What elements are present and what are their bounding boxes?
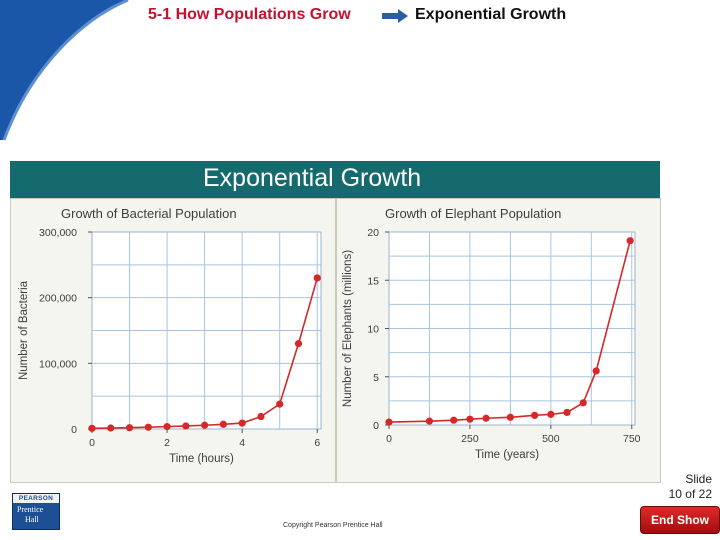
data-point bbox=[276, 400, 284, 408]
data-point bbox=[592, 367, 600, 375]
elephant-chart: Growth of Elephant Population 0 250 500 750 0… bbox=[342, 206, 641, 461]
data-point bbox=[201, 421, 209, 429]
publisher-logo: PEARSON Prentice Hall bbox=[12, 493, 60, 530]
data-point bbox=[313, 274, 321, 282]
section-title: 5-1 How Populations Grow bbox=[148, 6, 351, 23]
data-point bbox=[125, 424, 134, 432]
slide-header: 5-1 How Populations Grow Exponential Gro… bbox=[0, 6, 720, 28]
logo-top-text: PEARSON bbox=[13, 494, 59, 503]
data-point bbox=[626, 237, 634, 245]
data-point bbox=[107, 424, 115, 432]
data-point bbox=[144, 423, 152, 431]
data-point bbox=[219, 420, 227, 428]
chart-title: Growth of Bacterial Population bbox=[61, 206, 237, 221]
x-tick-label: 2 bbox=[164, 437, 170, 449]
y-tick-label: 20 bbox=[367, 227, 379, 239]
elephant-chart-panel: Growth of Elephant Population 0 250 500 750 0… bbox=[336, 198, 661, 483]
title-banner: Exponential Growth bbox=[10, 161, 660, 198]
x-tick-label: 6 bbox=[314, 437, 320, 449]
y-axis-label: Number of Elephants (millions) bbox=[342, 250, 354, 407]
x-tick-label: 4 bbox=[239, 437, 245, 449]
data-point bbox=[88, 424, 96, 432]
y-tick-label: 10 bbox=[367, 324, 379, 336]
data-point bbox=[482, 414, 490, 422]
logo-line1: Prentice bbox=[17, 505, 44, 514]
x-axis-label: Time (hours) bbox=[169, 453, 234, 465]
data-point bbox=[547, 410, 555, 418]
y-tick-label: 0 bbox=[71, 424, 77, 436]
x-tick-label: 0 bbox=[89, 437, 95, 449]
data-point bbox=[425, 417, 434, 425]
data-point bbox=[257, 412, 265, 421]
data-point bbox=[466, 415, 474, 423]
data-point bbox=[385, 418, 393, 426]
copyright-text: Copyright Pearson Prentice Hall bbox=[283, 522, 383, 529]
end-show-button[interactable]: End Show bbox=[640, 506, 720, 534]
y-tick-label: 300,000 bbox=[39, 227, 77, 239]
data-point bbox=[238, 419, 246, 427]
data-point bbox=[579, 399, 587, 407]
data-point bbox=[182, 422, 190, 430]
slide-label: Slide bbox=[685, 472, 712, 486]
decorative-swoosh bbox=[0, 0, 129, 141]
data-point bbox=[506, 413, 514, 421]
data-point bbox=[163, 423, 171, 431]
y-tick-label: 200,000 bbox=[39, 293, 77, 305]
x-tick-label: 0 bbox=[386, 433, 392, 445]
y-tick-label: 15 bbox=[367, 275, 379, 287]
y-tick-label: 0 bbox=[373, 420, 379, 432]
y-axis-label: Number of Bacteria bbox=[18, 280, 30, 380]
data-point bbox=[450, 416, 458, 424]
x-tick-label: 750 bbox=[623, 433, 641, 445]
banner-title: Exponential Growth bbox=[203, 164, 422, 192]
data-point bbox=[294, 340, 303, 348]
y-tick-label: 100,000 bbox=[39, 358, 77, 370]
slide-number: 10 of 22 bbox=[668, 487, 712, 501]
arrow-right-icon bbox=[382, 9, 408, 23]
chart-title: Growth of Elephant Population bbox=[385, 206, 561, 221]
x-tick-label: 500 bbox=[542, 433, 560, 445]
x-axis-label: Time (years) bbox=[475, 449, 539, 461]
x-tick-label: 250 bbox=[461, 433, 479, 445]
topic-title: Exponential Growth bbox=[415, 6, 567, 23]
y-tick-label: 5 bbox=[373, 372, 379, 384]
bacteria-chart: Growth of Bacterial Population 0 2 4 6 0 100,0… bbox=[18, 206, 322, 465]
slide-counter: Slide 10 of 22 bbox=[669, 472, 712, 502]
bacteria-chart-panel: Growth of Bacterial Population 0 2 4 6 0 100,0… bbox=[10, 198, 336, 483]
series-line bbox=[388, 240, 631, 423]
data-point bbox=[531, 411, 539, 419]
logo-line2: Hall bbox=[25, 515, 39, 524]
data-point bbox=[563, 408, 571, 417]
